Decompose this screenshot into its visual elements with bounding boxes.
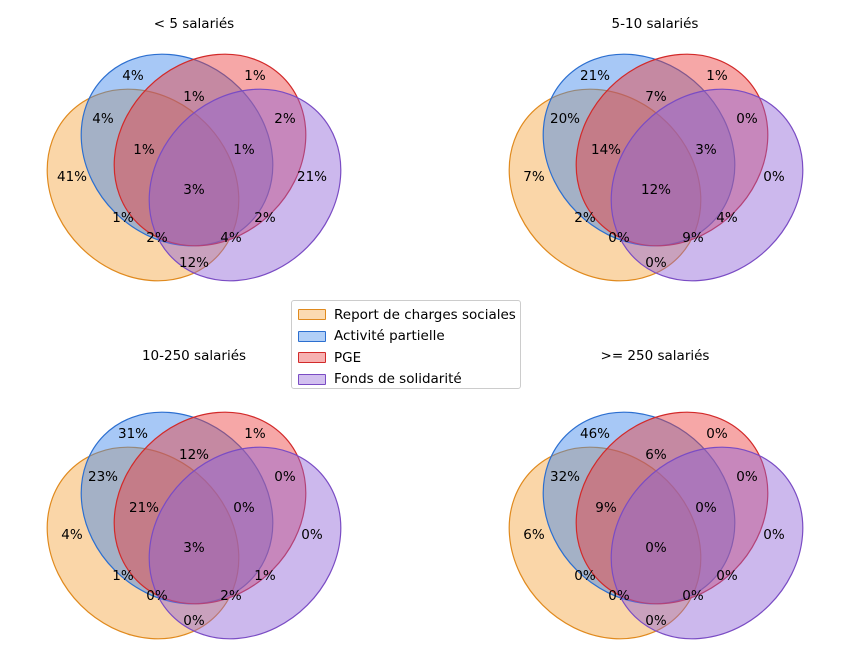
region-label-ab: 23%: [88, 469, 118, 485]
region-label-d: 0%: [763, 169, 785, 185]
region-label-cd: 0%: [736, 111, 758, 127]
set-ellipse-b: [542, 53, 736, 247]
region-label-acd: 0%: [146, 588, 168, 604]
venn-4: >= 250 salariés 6% 46% 0% 0% 32% 6% 0% 0% 0% 0% 9% 0…: [508, 348, 804, 640]
region-label-acd: 0%: [608, 588, 630, 604]
region-label-ac: 2%: [574, 210, 596, 226]
set-ellipse-a: [46, 88, 240, 282]
region-label-bd: 1%: [254, 568, 276, 584]
region-label-c: 1%: [244, 68, 266, 84]
legend-label-activite-partielle: Activité partielle: [334, 328, 445, 345]
region-label-b: 4%: [122, 68, 144, 84]
legend-item-pge: PGE: [298, 347, 520, 369]
legend-label-report-charges: Report de charges sociales: [334, 306, 516, 323]
legend-swatch-pge: [298, 352, 326, 364]
legend-label-pge: PGE: [334, 349, 362, 366]
set-ellipse-c: [575, 53, 769, 247]
venn-2: 5-10 salariés 7% 21% 1% 0% 20% 7% 0% 2% 0% 4% 14% 3%…: [508, 16, 804, 282]
venn-title: 5-10 salariés: [612, 16, 699, 32]
venn-3: 10-250 salariés 4% 31% 1% 0% 23% 12% 0% 1% 0% 1% 21…: [46, 348, 342, 640]
legend-swatch-fonds-solidarite: [298, 373, 326, 385]
region-label-ad: 12%: [179, 255, 209, 271]
region-label-ad: 0%: [645, 255, 667, 271]
region-label-b: 21%: [580, 68, 610, 84]
region-label-bc: 6%: [645, 447, 667, 463]
region-label-abd: 0%: [682, 588, 704, 604]
set-ellipse-a: [46, 446, 240, 640]
region-label-ac: 0%: [574, 568, 596, 584]
region-label-bcd: 1%: [233, 142, 255, 158]
region-label-bcd: 3%: [695, 142, 717, 158]
set-ellipse-a: [508, 88, 702, 282]
legend-swatch-report-charges: [298, 309, 326, 321]
legend-item-fonds-solidarite: Fonds de solidarité: [298, 369, 520, 391]
region-label-bd: 4%: [716, 210, 738, 226]
region-label-c: 0%: [706, 426, 728, 442]
region-label-abcd: 0%: [645, 540, 667, 556]
region-label-bd: 0%: [716, 568, 738, 584]
region-label-a: 6%: [523, 527, 545, 543]
region-label-a: 4%: [61, 527, 83, 543]
region-label-abc: 21%: [129, 500, 159, 516]
legend-label-fonds-solidarite: Fonds de solidarité: [334, 371, 462, 388]
region-label-ab: 32%: [550, 469, 580, 485]
set-ellipse-c: [113, 53, 307, 247]
venn-title: < 5 salariés: [154, 16, 234, 32]
region-label-cd: 2%: [274, 111, 296, 127]
region-label-bcd: 0%: [695, 500, 717, 516]
set-ellipse-d: [148, 446, 342, 640]
region-label-bd: 2%: [254, 210, 276, 226]
set-ellipse-c: [575, 411, 769, 605]
region-label-a: 7%: [523, 169, 545, 185]
region-label-bc: 1%: [183, 89, 205, 105]
set-ellipse-d: [610, 88, 804, 282]
region-label-abd: 4%: [220, 230, 242, 246]
region-label-d: 0%: [763, 527, 785, 543]
region-label-abcd: 3%: [183, 540, 205, 556]
region-label-a: 41%: [57, 169, 87, 185]
region-label-d: 21%: [297, 169, 327, 185]
set-ellipse-b: [80, 411, 274, 605]
set-ellipse-b: [80, 53, 274, 247]
set-ellipse-b: [542, 411, 736, 605]
legend: Report de charges sociales Activité part…: [291, 300, 521, 389]
venn-1: < 5 salariés 41% 4% 1% 21% 4% 1% 2% 1% 12% 2% 1% 1% 2…: [46, 16, 342, 282]
region-label-abc: 1%: [133, 142, 155, 158]
region-label-abd: 2%: [220, 588, 242, 604]
region-label-cd: 0%: [736, 469, 758, 485]
region-label-b: 46%: [580, 426, 610, 442]
region-label-d: 0%: [301, 527, 323, 543]
legend-item-report-charges: Report de charges sociales: [298, 304, 520, 326]
set-ellipse-a: [508, 446, 702, 640]
region-label-bc: 12%: [179, 447, 209, 463]
region-label-abc: 14%: [591, 142, 621, 158]
venn-title: >= 250 salariés: [601, 348, 710, 364]
region-label-abc: 9%: [595, 500, 617, 516]
legend-swatch-activite-partielle: [298, 330, 326, 342]
set-ellipse-d: [610, 446, 804, 640]
region-label-acd: 2%: [146, 230, 168, 246]
region-label-cd: 0%: [274, 469, 296, 485]
region-label-ad: 0%: [183, 613, 205, 629]
region-label-ab: 4%: [92, 111, 114, 127]
region-label-c: 1%: [706, 68, 728, 84]
region-label-bc: 7%: [645, 89, 667, 105]
region-label-acd: 0%: [608, 230, 630, 246]
region-label-bcd: 0%: [233, 500, 255, 516]
region-label-ab: 20%: [550, 111, 580, 127]
region-label-abd: 9%: [682, 230, 704, 246]
region-label-ac: 1%: [112, 568, 134, 584]
set-ellipse-d: [148, 88, 342, 282]
region-label-abcd: 3%: [183, 182, 205, 198]
region-label-b: 31%: [118, 426, 148, 442]
region-label-ad: 0%: [645, 613, 667, 629]
set-ellipse-c: [113, 411, 307, 605]
region-label-c: 1%: [244, 426, 266, 442]
region-label-abcd: 12%: [641, 182, 671, 198]
venn-title: 10-250 salariés: [142, 348, 246, 364]
legend-item-activite-partielle: Activité partielle: [298, 326, 520, 348]
region-label-ac: 1%: [112, 210, 134, 226]
